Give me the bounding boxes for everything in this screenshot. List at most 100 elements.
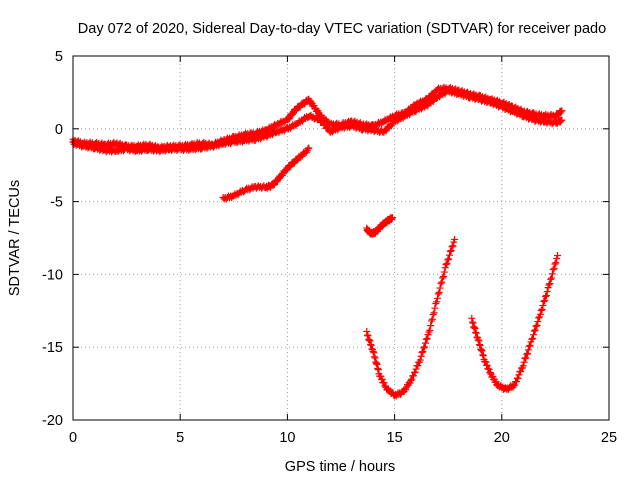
data-point [558, 107, 566, 115]
series-arc-18-23h [468, 251, 562, 394]
data-point [477, 345, 485, 353]
data-point [420, 344, 428, 352]
data-point [370, 349, 378, 357]
data-point [373, 360, 381, 368]
series-arc-main-lower [69, 86, 566, 156]
data-point [412, 365, 420, 373]
x-tick-label: 10 [279, 430, 295, 446]
data-point [445, 255, 453, 263]
data-point [524, 346, 532, 354]
data-point [428, 315, 436, 323]
data-point [533, 321, 541, 329]
data-point [536, 310, 544, 318]
data-point [451, 235, 459, 243]
data-point [468, 314, 476, 322]
tick-label-layer: 0 5 10 15 20 25 5 0 -5 -10 -15 -20 [42, 49, 617, 446]
data-point [553, 255, 561, 263]
data-point [436, 284, 444, 292]
data-point [511, 381, 519, 389]
data-point [535, 314, 543, 322]
data-point [543, 288, 551, 296]
data-point [421, 339, 429, 347]
data-point [407, 377, 415, 385]
data-point [529, 334, 537, 342]
data-point [438, 278, 446, 286]
data-point [380, 379, 388, 387]
data-point [431, 304, 439, 312]
x-tick-label: 25 [601, 430, 617, 446]
data-point [470, 323, 478, 331]
data-point [425, 328, 433, 336]
data-point [551, 260, 559, 268]
data-point [482, 358, 490, 366]
data-point [523, 350, 531, 358]
data-point [365, 336, 373, 344]
data-point [474, 336, 482, 344]
data-point [469, 319, 477, 327]
data-point [512, 378, 520, 386]
x-tick-label: 0 [69, 430, 77, 446]
data-point [427, 322, 435, 330]
data-point [441, 264, 449, 272]
data-point [435, 288, 443, 296]
data-point [439, 274, 447, 282]
data-point [439, 272, 447, 280]
data-point [472, 328, 480, 336]
data-point [476, 341, 484, 349]
data-point [374, 366, 382, 374]
data-point [419, 348, 427, 356]
data-point [479, 351, 487, 359]
data-point [304, 145, 312, 153]
data-point [442, 260, 450, 268]
data-point [388, 214, 396, 222]
data-point [530, 327, 538, 335]
data-point [437, 280, 445, 288]
data-point [426, 326, 434, 334]
chart-title: Day 072 of 2020, Sidereal Day-to-day VTE… [78, 21, 606, 37]
data-point [408, 375, 416, 383]
x-tick-label: 20 [494, 430, 510, 446]
data-point [434, 290, 442, 298]
y-tick-label: -5 [50, 195, 63, 211]
data-point [367, 341, 375, 349]
data-point [433, 294, 441, 302]
data-point [446, 247, 454, 255]
data-point [545, 281, 553, 289]
data-point [409, 372, 417, 380]
data-point [367, 341, 375, 349]
x-axis-label: GPS time / hours [285, 459, 395, 475]
y-tick-label: 5 [55, 49, 63, 65]
data-point [532, 322, 540, 330]
data-point [417, 352, 425, 360]
data-point [423, 334, 431, 342]
data-point [550, 264, 558, 272]
data-point [449, 242, 457, 250]
data-point [479, 352, 487, 360]
data-point [369, 348, 377, 356]
data-point [475, 337, 483, 345]
data-point [547, 275, 555, 283]
data-point [476, 341, 484, 349]
data-point [514, 374, 522, 382]
data-point [538, 305, 546, 313]
data-point [377, 372, 385, 380]
data-point [517, 367, 525, 375]
data-point [528, 335, 536, 343]
data-point [526, 341, 534, 349]
data-point [530, 331, 538, 339]
data-point [546, 280, 554, 288]
data-point [305, 144, 313, 152]
data-point [478, 347, 486, 355]
data-point [365, 336, 373, 344]
data-point [542, 293, 550, 301]
data-point [366, 337, 374, 345]
data-point [525, 342, 533, 350]
data-point [468, 318, 476, 326]
data-point [477, 346, 485, 354]
data-point [540, 297, 548, 305]
data-point [418, 348, 426, 356]
series-arc-07-11h [219, 144, 313, 203]
data-point [433, 298, 441, 306]
data-point [485, 365, 493, 373]
